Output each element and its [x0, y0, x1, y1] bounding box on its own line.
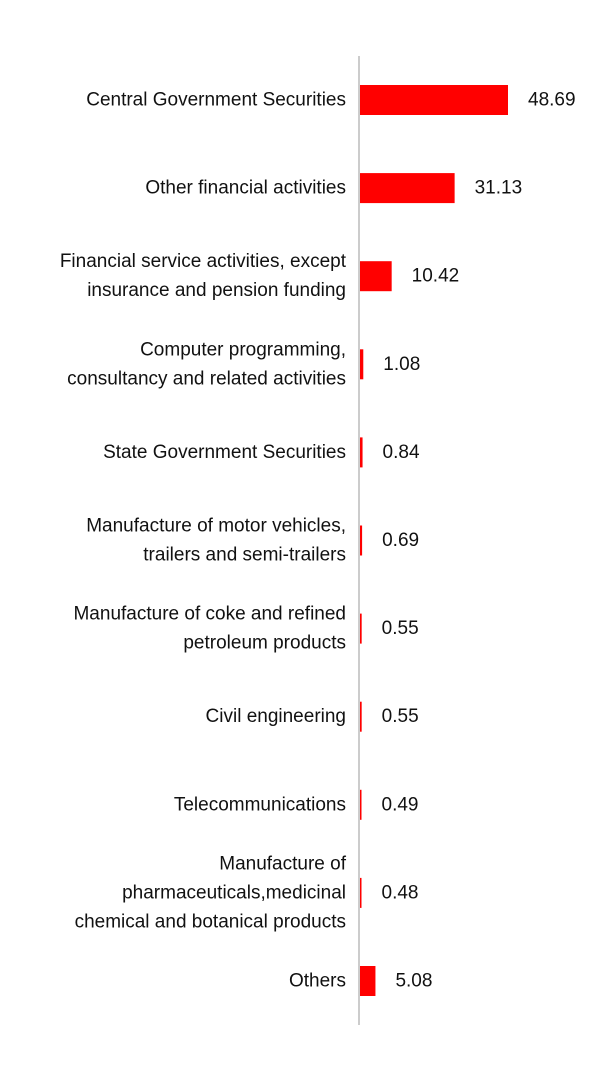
- category-label-line: chemical and botanical products: [75, 911, 346, 932]
- category-label-line: Financial service activities, except: [60, 251, 347, 272]
- data-label: 0.49: [382, 794, 419, 815]
- data-label: 10.42: [412, 266, 460, 287]
- category-label-line: Computer programming,: [140, 339, 346, 360]
- category-label-line: insurance and pension funding: [87, 280, 346, 301]
- category-label-line: Telecommunications: [174, 794, 346, 815]
- data-label: 0.84: [383, 442, 420, 463]
- category-label: Manufacture of motor vehicles, trailers a…: [86, 516, 346, 566]
- category-label: Manufacture of pharmaceuticals,medicinal c…: [75, 853, 347, 932]
- category-label-line: petroleum products: [183, 633, 346, 654]
- category-label: Manufacture of coke and refined petroleum…: [73, 604, 346, 654]
- category-label: Other financial activities: [145, 178, 346, 199]
- category-label-line: Other financial activities: [145, 178, 346, 199]
- data-label: 5.08: [395, 971, 432, 992]
- bar: [360, 85, 508, 115]
- category-label-line: consultancy and related activities: [67, 368, 346, 389]
- bar: [360, 701, 362, 732]
- data-label: 1.08: [383, 354, 420, 375]
- data-label: 0.69: [382, 530, 419, 551]
- bar: [360, 437, 363, 468]
- category-label: Civil engineering: [206, 706, 346, 727]
- bar: [360, 877, 362, 908]
- category-label-line: Others: [289, 971, 346, 992]
- bar: [360, 261, 392, 292]
- bar: [360, 349, 364, 380]
- category-label-line: State Government Securities: [103, 442, 346, 463]
- category-label-line: Central Government Securities: [86, 90, 346, 111]
- data-label: 0.55: [382, 706, 419, 727]
- bar: [360, 613, 362, 644]
- category-label-line: Manufacture of coke and refined: [73, 604, 346, 625]
- category-label: Computer programming, consultancy and rel…: [67, 339, 346, 389]
- data-label: 48.69: [528, 90, 576, 111]
- data-label: 0.48: [382, 882, 419, 903]
- category-label-line: Civil engineering: [206, 706, 346, 727]
- category-label: Others: [289, 971, 346, 992]
- category-label: Central Government Securities: [86, 90, 346, 111]
- data-label: 31.13: [475, 178, 523, 199]
- bar: [360, 966, 376, 996]
- data-label: 0.55: [382, 618, 419, 639]
- category-label: Financial service activities, except insu…: [60, 251, 347, 301]
- category-label-line: Manufacture of: [219, 853, 346, 874]
- category-label: State Government Securities: [103, 442, 346, 463]
- bar: [360, 173, 455, 204]
- category-label-line: Manufacture of motor vehicles,: [86, 516, 346, 537]
- category-label-line: pharmaceuticals,medicinal: [122, 882, 346, 903]
- category-label: Telecommunications: [174, 794, 346, 815]
- bar: [360, 525, 363, 556]
- bar: [360, 789, 362, 820]
- category-label-line: trailers and semi-trailers: [143, 545, 346, 566]
